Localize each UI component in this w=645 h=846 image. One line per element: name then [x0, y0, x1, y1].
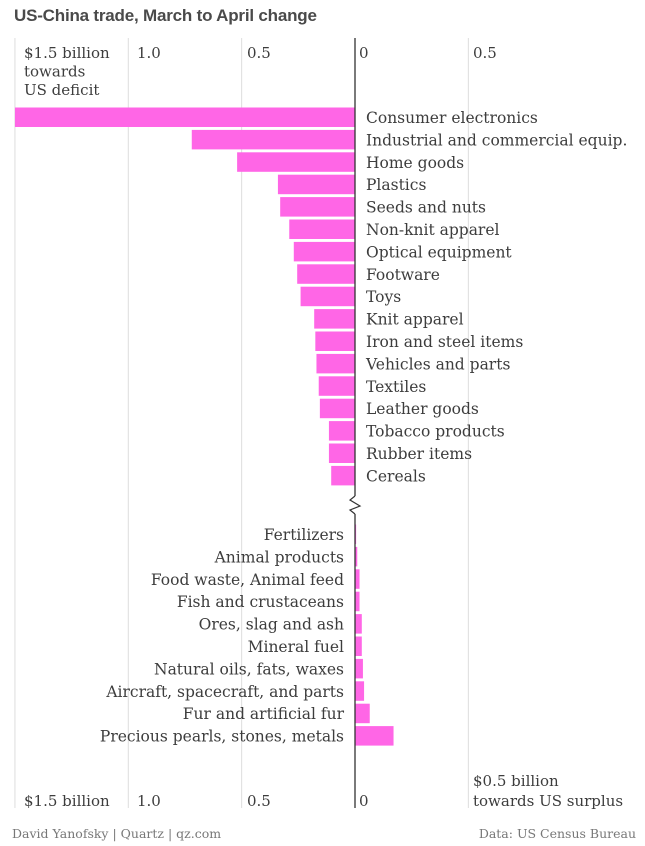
chart-title: US-China trade, March to April change	[14, 6, 317, 25]
bottom-tick-label: 0.5	[247, 792, 271, 810]
bar-label: Optical equipment	[366, 243, 512, 261]
bar	[191, 129, 355, 150]
bar-label: Animal products	[214, 548, 344, 566]
bar-label: Ores, slag and ash	[199, 616, 344, 634]
bar	[355, 569, 360, 589]
bar	[280, 197, 355, 217]
bar-label: Textiles	[366, 378, 426, 396]
bar-label: Precious pearls, stones, metals	[100, 728, 344, 746]
bar-label: Non-knit apparel	[366, 221, 500, 239]
bar-label: Toys	[366, 288, 401, 306]
footer-source: Data: US Census Bureau	[479, 826, 636, 841]
top-tick-label: $1.5 billion towards US deficit	[24, 44, 110, 99]
bar	[314, 309, 355, 329]
bar	[328, 443, 355, 463]
bottom-tick-label: $1.5 billion	[24, 792, 110, 810]
bar-label: Fur and artificial fur	[183, 705, 345, 723]
bottom-tick-label: $0.5 billion towards US surplus	[473, 772, 623, 810]
bar	[297, 264, 355, 284]
bar-label: Iron and steel items	[366, 333, 523, 351]
bar	[355, 591, 360, 612]
bar	[355, 614, 362, 634]
bar	[328, 421, 355, 441]
bar	[316, 353, 355, 374]
bar	[315, 331, 355, 351]
bar-label: Plastics	[366, 176, 426, 194]
bar-label: Home goods	[366, 154, 464, 172]
bar	[289, 219, 355, 239]
bar	[355, 703, 370, 724]
top-tick-label: 0.5	[473, 44, 497, 62]
bar	[319, 398, 355, 419]
bar	[318, 376, 355, 396]
bar-label: Leather goods	[366, 400, 479, 418]
bar-label: Tobacco products	[366, 423, 505, 441]
bar-label: Mineral fuel	[248, 638, 344, 656]
bar-label: Aircraft, spacecraft, and parts	[105, 683, 344, 701]
axis-break-mark	[348, 495, 362, 515]
bar-label: Natural oils, fats, waxes	[154, 660, 344, 678]
bar	[355, 636, 362, 656]
bar	[355, 681, 365, 701]
top-tick-label: 0.5	[247, 44, 271, 62]
bar	[300, 286, 355, 307]
bottom-tick-label: 0	[359, 792, 369, 810]
bar	[14, 107, 355, 127]
bar-label: Industrial and commercial equip.	[366, 131, 627, 149]
bar	[293, 241, 355, 262]
bar	[355, 726, 394, 746]
top-tick-label: 0	[359, 44, 369, 62]
bar	[355, 658, 363, 679]
bar-label: Rubber items	[366, 445, 472, 463]
bar	[355, 546, 358, 567]
bar	[237, 152, 355, 172]
bar-label: Knit apparel	[366, 311, 464, 329]
footer-credit: David Yanofsky | Quartz | qz.com	[12, 826, 221, 841]
bar-label: Consumer electronics	[366, 109, 538, 127]
bar-label: Vehicles and parts	[365, 355, 510, 373]
bar-label: Food waste, Animal feed	[151, 571, 344, 589]
top-tick-label: 1.0	[137, 44, 161, 62]
bar	[331, 465, 355, 486]
bar-label: Fertilizers	[264, 526, 344, 544]
bottom-tick-label: 1.0	[137, 792, 161, 810]
bar	[277, 174, 355, 195]
bar-label: Fish and crustaceans	[177, 593, 344, 611]
bar-label: Footware	[366, 266, 440, 284]
bar-label: Seeds and nuts	[366, 199, 486, 217]
bar-label: Cereals	[366, 467, 426, 485]
